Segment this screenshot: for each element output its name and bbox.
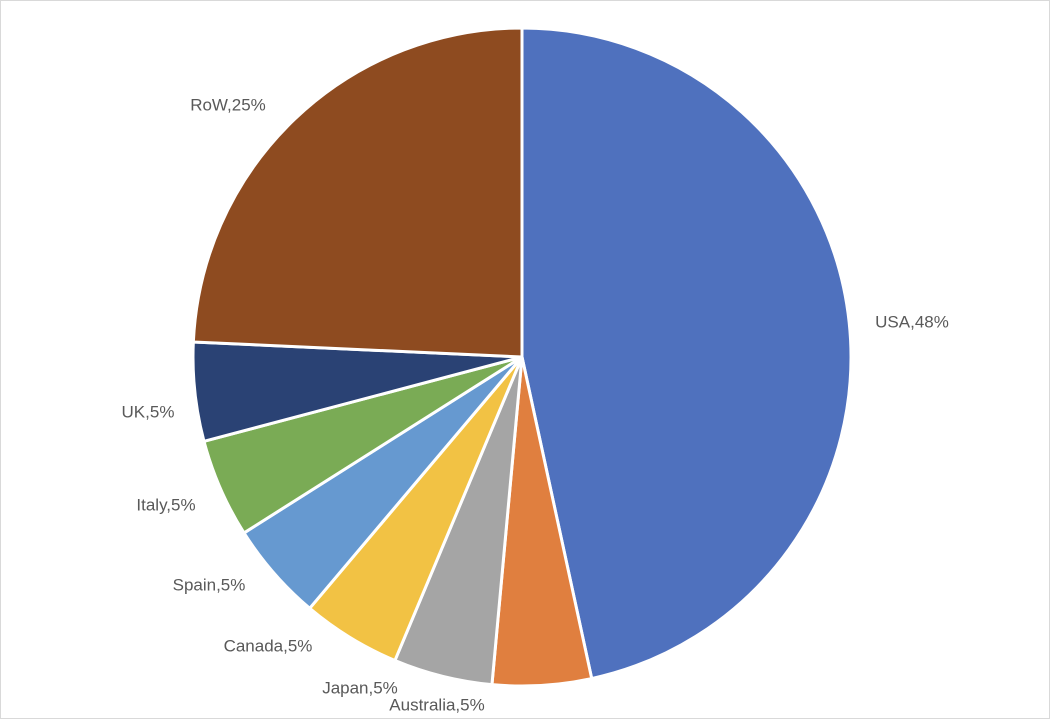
pie-slice [191,26,524,359]
data-label: Japan,5% [322,678,398,697]
data-label: RoW,25% [190,95,266,114]
data-label: Australia,5% [389,695,484,714]
data-label: Canada,5% [224,636,313,655]
data-label: UK,5% [122,402,175,421]
data-label: Spain,5% [173,575,246,594]
data-label: USA,48% [875,312,949,331]
pie-slice [520,26,853,681]
data-label: Italy,5% [136,495,195,514]
